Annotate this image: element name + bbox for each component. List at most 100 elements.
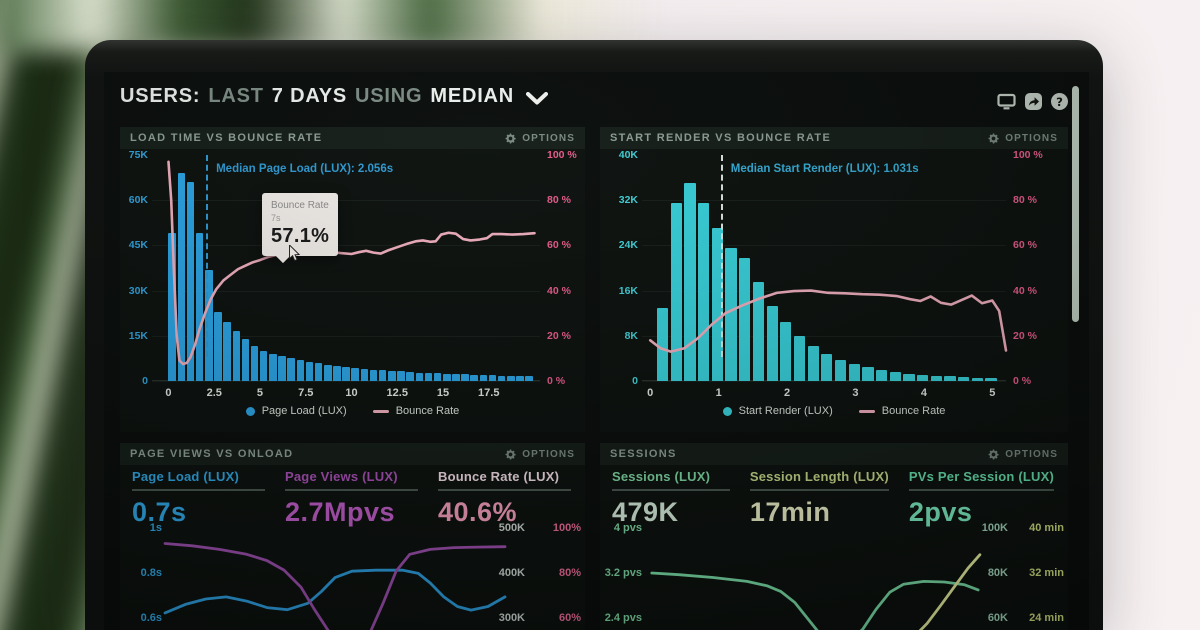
- bar: [415, 372, 424, 381]
- gridline: [642, 200, 1006, 202]
- bar: [342, 366, 350, 381]
- dashboard-screen: USERS: LAST 7 DAYS USING MEDIAN ? LOAD T…: [104, 72, 1089, 630]
- y-axis-label: 100 %: [547, 149, 577, 161]
- gridline: [642, 381, 1006, 382]
- bar: [848, 364, 860, 381]
- bar: [807, 345, 819, 381]
- plot-area: [645, 521, 985, 630]
- legend-label: Page Load (LUX): [261, 405, 347, 417]
- bar: [360, 368, 369, 381]
- tooltip-title: Bounce Rate: [271, 200, 329, 211]
- bar: [821, 353, 833, 381]
- bar: [780, 322, 792, 381]
- stat-label: Session Length (LUX): [749, 469, 889, 484]
- display-icon[interactable]: [997, 93, 1016, 110]
- bar: [223, 322, 231, 381]
- y-axis-label: 80 %: [547, 194, 571, 207]
- bar: [177, 173, 186, 381]
- bar: [259, 350, 268, 381]
- chart-sessions: 4 pvs 3.2 pvs 2.4 pvs 100K 40 min 80K 32 min 6…: [600, 521, 1068, 630]
- y-axis-label: 40 %: [1013, 284, 1037, 297]
- bar: [168, 233, 176, 381]
- bar: [657, 307, 669, 381]
- options-button[interactable]: OPTIONS: [988, 449, 1058, 460]
- options-button[interactable]: OPTIONS: [988, 133, 1058, 144]
- options-button[interactable]: OPTIONS: [505, 449, 575, 460]
- panel-sessions: SESSIONS OPTIONS Sessions (LUX) 479K Sessi…: [600, 443, 1068, 630]
- options-label: OPTIONS: [522, 448, 575, 460]
- y-axis-label: 15K: [128, 329, 148, 342]
- legend-dot-icon: [245, 406, 255, 416]
- x-axis-label: 1: [715, 387, 722, 399]
- y-axis-label-secondary: 100%: [552, 522, 581, 534]
- gridline: [152, 335, 540, 337]
- stats-row: Sessions (LUX) 479K Session Length (LUX) 17…: [612, 469, 1054, 528]
- y-axis-label-secondary: 60%: [558, 612, 581, 624]
- hover-tooltip: Bounce Rate 7s 57.1%: [262, 193, 338, 264]
- stat-column: Session Length (LUX) 17min: [749, 469, 889, 528]
- panel-header: LOAD TIME VS BOUNCE RATE OPTIONS: [120, 127, 585, 149]
- bounce-rate-line: [642, 155, 1006, 381]
- gridline: [152, 381, 540, 382]
- stat-column: Page Load (LUX) 0.7s: [132, 469, 265, 528]
- stat-value: 40.6%: [438, 497, 518, 527]
- options-button[interactable]: OPTIONS: [505, 133, 575, 144]
- y-axis-label: 32K: [618, 194, 638, 207]
- y-axis-label: 100K 40 min: [982, 522, 1064, 535]
- plot-area: [165, 521, 505, 630]
- bar: [333, 365, 341, 381]
- bar: [793, 335, 806, 381]
- bar: [378, 370, 387, 381]
- line-series: [165, 521, 505, 630]
- bar: [214, 311, 222, 381]
- bar: [698, 203, 710, 381]
- gear-icon: [505, 133, 516, 143]
- bar: [971, 377, 983, 381]
- line-series: [645, 521, 985, 630]
- bar: [834, 359, 847, 381]
- bar: [305, 361, 314, 381]
- stat-underline: [908, 489, 1054, 491]
- tooltip-value: 57.1%: [271, 225, 330, 247]
- bar: [369, 369, 378, 381]
- help-icon[interactable]: ?: [1051, 93, 1068, 110]
- bar: [497, 375, 506, 381]
- bar: [241, 338, 250, 381]
- y-axis-label: 60 %: [547, 239, 571, 252]
- chevron-down-icon[interactable]: [526, 91, 549, 105]
- panel-header: PAGE VIEWS VS ONLOAD OPTIONS: [120, 443, 585, 465]
- y-axis-label-primary: 80K: [987, 567, 1008, 579]
- share-icon[interactable]: [1025, 93, 1042, 110]
- stat-column: PVs Per Session (LUX) 2pvs: [908, 469, 1054, 528]
- stat-value: 479K: [612, 497, 679, 527]
- y-axis-label: 100 %: [1013, 149, 1043, 161]
- stat-underline: [285, 489, 418, 491]
- y-axis-label: 500K 100%: [499, 522, 581, 535]
- panel-title: SESSIONS: [610, 448, 677, 460]
- bar: [479, 374, 488, 381]
- options-label: OPTIONS: [1005, 448, 1058, 460]
- y-axis-label: 0.8s: [140, 567, 162, 579]
- y-axis-label: 2.4 pvs: [604, 612, 642, 624]
- bar: [278, 356, 286, 381]
- bar: [195, 233, 204, 381]
- y-axis-label: 24K: [618, 239, 638, 252]
- stat-label: Page Load (LUX): [132, 469, 240, 484]
- scrollbar-thumb[interactable]: [1072, 86, 1079, 322]
- title-days: 7 DAYS: [271, 85, 348, 107]
- chart-page-views: 1s 0.8s 0.6s 500K 100% 400K 80% 300K 60%: [120, 521, 585, 630]
- stat-label: Sessions (LUX): [612, 469, 711, 484]
- gridline: [642, 245, 1006, 247]
- median-label: Median Page Load (LUX): 2.056s: [216, 163, 394, 175]
- y-axis-label: 60K: [128, 194, 148, 207]
- stat-value: 17min: [749, 497, 831, 527]
- panel-start-render: START RENDER VS BOUNCE RATE OPTIONS 40K 3…: [600, 127, 1068, 432]
- panel-title: PAGE VIEWS VS ONLOAD: [130, 448, 294, 460]
- y-axis-left: 75K 60K 45K 30K 15K 0: [122, 149, 148, 387]
- bar: [739, 257, 751, 381]
- bar: [684, 183, 696, 381]
- page-title: USERS: LAST 7 DAYS USING MEDIAN: [120, 85, 549, 108]
- title-median: MEDIAN: [430, 85, 515, 107]
- legend-label: Start Render (LUX): [738, 405, 833, 417]
- y-axis-right: 100 % 80 % 60 % 40 % 20 % 0 %: [1013, 149, 1065, 387]
